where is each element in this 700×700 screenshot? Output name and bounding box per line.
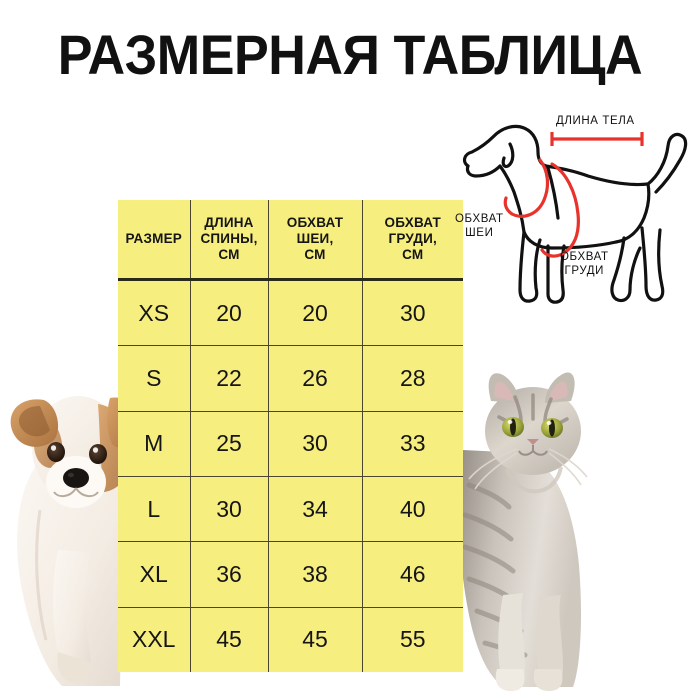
body-length-measure-arrow	[550, 132, 644, 146]
label-line-1: ОБХВАТ	[455, 213, 504, 225]
table-row: S 22 26 28	[118, 345, 463, 412]
header-line-1: ОБХВАТ	[286, 215, 344, 231]
size-table: РАЗМЕР ДЛИНА СПИНЫ, СМ ОБХВАТ ШЕИ, СМ ОБ…	[118, 200, 463, 672]
cell-neck-girth: 26	[267, 345, 362, 412]
header-line-2: ГРУДИ,	[388, 231, 437, 247]
cell-size: M	[118, 411, 190, 478]
cat-photo	[455, 365, 655, 700]
header-line-3: СМ	[218, 246, 240, 262]
cell-back-length: 36	[189, 541, 268, 608]
table-row: XS 20 20 30	[118, 279, 463, 347]
label-line-1: ОБХВАТ	[560, 251, 609, 263]
cell-size: XXL	[132, 626, 176, 653]
label-body-length: ДЛИНА ТЕЛА	[556, 115, 635, 127]
header-line-3: СМ	[304, 246, 326, 262]
cell-neck-girth: 30	[267, 411, 362, 478]
cell-size: XS	[118, 279, 190, 347]
cell-back-length: 22	[189, 345, 268, 412]
header-line-1: ДЛИНА	[204, 215, 254, 231]
cell-chest-girth: 28	[361, 345, 463, 412]
cell-chest-girth: 46	[361, 541, 463, 608]
header-line-2: СПИНЫ,	[200, 231, 258, 247]
label-line-2: ГРУДИ	[564, 265, 605, 278]
cell-back-length: 25	[189, 411, 268, 478]
column-header-size: РАЗМЕР	[118, 200, 190, 281]
cell-size: S	[118, 345, 190, 412]
column-header-neck-girth: ОБХВАТ ШЕИ, СМ	[267, 200, 362, 281]
cell-chest-girth: 55	[361, 607, 463, 672]
header-line-1: ОБХВАТ	[384, 215, 441, 231]
cell-neck-girth: 20	[267, 279, 362, 347]
cell-neck-girth: 45	[267, 607, 362, 672]
cell-back-length: 30	[189, 476, 268, 543]
cell-back-length: 20	[189, 279, 268, 347]
column-header-back-length: ДЛИНА СПИНЫ, СМ	[189, 200, 268, 281]
page-title: РАЗМЕРНАЯ ТАБЛИЦА	[57, 23, 643, 86]
cell-neck-girth: 34	[267, 476, 362, 543]
table-row: L 30 34 40	[118, 476, 463, 543]
cell-chest-girth: 40	[361, 476, 463, 543]
table-row: XL 36 38 46	[118, 541, 463, 608]
column-header-chest-girth: ОБХВАТ ГРУДИ, СМ	[361, 200, 463, 281]
label-neck-girth: ОБХВАТ ШЕИ	[455, 212, 504, 241]
table-body: XS 20 20 30 S 22 26 28 M 25 30 33 L 30 3…	[118, 279, 463, 672]
cell-neck-girth: 38	[267, 541, 362, 608]
table-header-row: РАЗМЕР ДЛИНА СПИНЫ, СМ ОБХВАТ ШЕИ, СМ ОБ…	[118, 200, 463, 281]
cell-size: XL	[118, 541, 190, 608]
cell-chest-girth: 33	[361, 411, 463, 478]
header-line-3: СМ	[402, 246, 424, 262]
label-line-2: ШЕИ	[465, 227, 494, 240]
cell-size: L	[118, 476, 190, 543]
dog-outline-icon	[462, 124, 688, 304]
size-chart-panel: РАЗМЕР ДЛИНА СПИНЫ, СМ ОБХВАТ ШЕИ, СМ ОБ…	[118, 200, 463, 672]
cell-chest-girth: 30	[361, 279, 463, 347]
label-chest-girth: ОБХВАТ ГРУДИ	[560, 250, 609, 279]
header-line-2: ШЕИ,	[296, 231, 334, 247]
cell-back-length: 45	[189, 607, 268, 672]
table-row: M 25 30 33	[118, 411, 463, 478]
dog-measurement-diagram: ДЛИНА ТЕЛА ОБХВАТ ШЕИ ОБХВАТ ГРУДИ	[452, 108, 700, 308]
table-row: XXL 45 45 55	[118, 607, 463, 672]
